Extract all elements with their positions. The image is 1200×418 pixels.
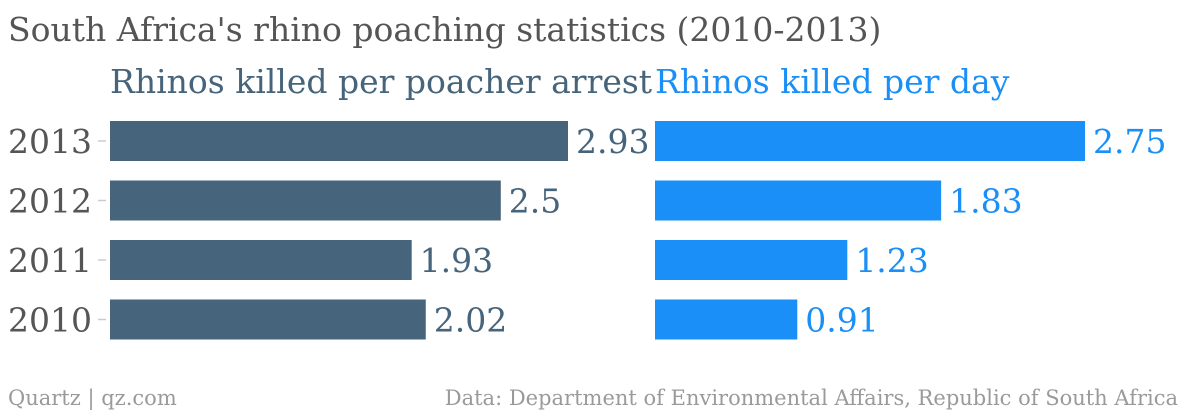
year-label: 2011: [8, 241, 92, 280]
value-label: 2.5: [509, 182, 561, 221]
value-label: 2.02: [434, 301, 507, 340]
bar: [110, 299, 426, 340]
bar: [110, 121, 568, 161]
year-label: 2013: [8, 122, 92, 161]
source-credit: Quartz | qz.com: [8, 386, 177, 410]
value-label: 1.93: [420, 241, 493, 280]
value-label: 1.83: [949, 182, 1022, 221]
bar: [655, 121, 1085, 161]
bar: [655, 240, 848, 280]
bar: [655, 180, 942, 221]
panel-title-poacher-arrest: Rhinos killed per poacher arrest: [110, 62, 653, 101]
value-label: 0.91: [805, 301, 878, 340]
bar: [655, 299, 798, 340]
value-label: 2.93: [576, 122, 649, 161]
chart-title: South Africa's rhino poaching statistics…: [8, 10, 882, 49]
value-label: 2.75: [1093, 122, 1166, 161]
panel-title-killed-per-day: Rhinos killed per day: [655, 62, 1010, 101]
bar: [110, 180, 501, 221]
year-label: 2012: [8, 182, 92, 221]
year-label: 2010: [8, 301, 92, 340]
value-label: 1.23: [855, 241, 928, 280]
bar: [110, 240, 412, 280]
data-source-note: Data: Department of Environmental Affair…: [444, 386, 1178, 410]
